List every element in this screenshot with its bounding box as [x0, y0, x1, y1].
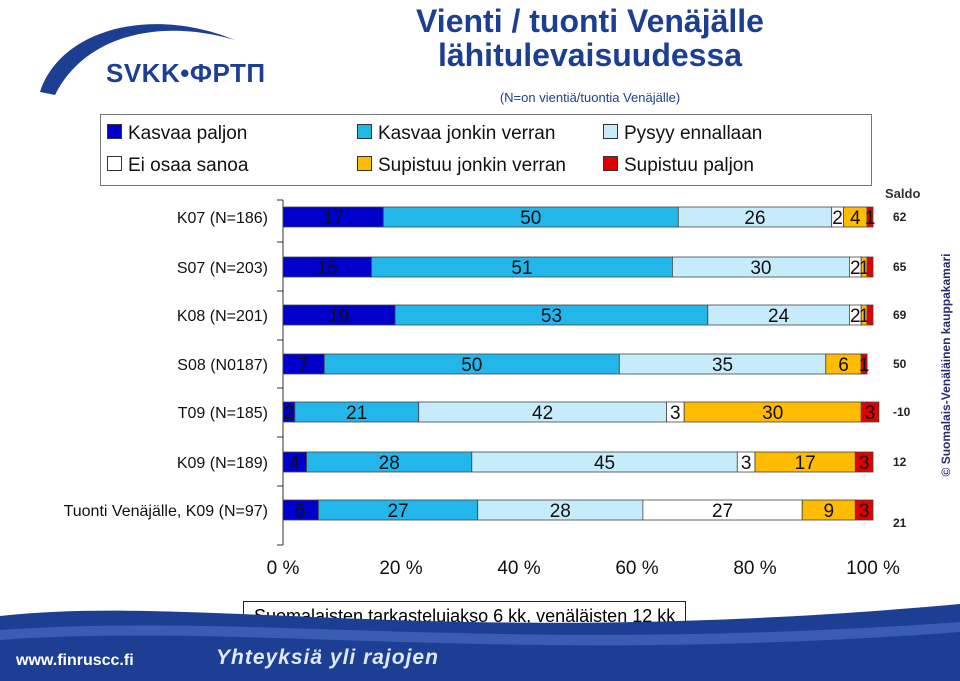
data-label: 51 — [511, 258, 532, 279]
bar-segment — [860, 401, 880, 423]
page-subtitle: (N=on vientiä/tuontia Venäjälle) — [499, 90, 681, 105]
data-label: 24 — [768, 306, 790, 327]
data-label: 15 — [317, 258, 338, 279]
data-label: 1 — [859, 355, 870, 376]
category-label: K07 (N=186) — [177, 210, 268, 227]
legend-item-kasvaa-jonkin-verran: Kasvaa jonkin verran — [357, 123, 555, 145]
legend-swatch — [357, 156, 372, 171]
bar-segment — [860, 353, 868, 375]
data-label: 30 — [750, 258, 771, 279]
data-label: 35 — [712, 355, 733, 376]
legend-label: Supistuu jonkin verran — [378, 155, 566, 176]
footer — [0, 600, 960, 681]
legend-swatch — [357, 124, 372, 139]
data-label: 6 — [838, 355, 849, 376]
legend-label: Kasvaa jonkin verran — [378, 123, 556, 144]
x-tick-label: 0 % — [267, 558, 300, 579]
x-tick-label: 20 % — [379, 558, 422, 579]
data-label: 28 — [550, 501, 571, 522]
copyright-text: © Suomalais-Venäläinen kauppakamari — [939, 253, 953, 477]
bar-segment — [854, 499, 874, 521]
category-label: S08 (N0187) — [177, 357, 268, 374]
x-tick-label: 60 % — [615, 558, 658, 579]
data-label: 2 — [850, 258, 861, 279]
data-label: 3 — [741, 453, 752, 474]
bar-segment — [866, 256, 874, 278]
data-label: 19 — [328, 306, 349, 327]
data-label: 4 — [290, 453, 301, 474]
saldo-value: 50 — [893, 357, 907, 371]
data-label: 7 — [298, 355, 309, 376]
category-label: S07 (N=203) — [177, 260, 268, 277]
legend-label: Ei osaa sanoa — [128, 155, 249, 176]
legend-item-ei-osaa-sanoa: Ei osaa sanoa — [107, 155, 248, 177]
logo-text: SVKK•ФРТП — [106, 58, 266, 88]
saldo-value: 65 — [893, 260, 907, 274]
data-label: 27 — [387, 501, 408, 522]
legend-item-supistuu-paljon: Supistuu paljon — [603, 155, 754, 177]
saldo-value: 69 — [893, 308, 907, 322]
data-label: 42 — [532, 403, 553, 424]
data-label: 3 — [859, 501, 870, 522]
legend-label: Kasvaa paljon — [128, 123, 248, 144]
data-label: 53 — [541, 306, 562, 327]
data-label: 28 — [379, 453, 400, 474]
data-label: 45 — [594, 453, 615, 474]
data-label: 3 — [670, 403, 681, 424]
data-label: 50 — [520, 208, 541, 229]
footer-slogan: Yhteyksiä yli rajojen — [216, 646, 439, 669]
title-line-2: lähitulevaisuudessa — [437, 37, 743, 73]
bar-segment — [866, 304, 874, 326]
legend-label: Pysyy ennallaan — [624, 123, 763, 144]
category-label: T09 (N=185) — [178, 405, 268, 422]
data-label: 3 — [859, 453, 870, 474]
data-label: 3 — [865, 403, 876, 424]
legend-item-supistuu-jonkin-verran: Supistuu jonkin verran — [357, 155, 566, 177]
data-label: 2 — [850, 306, 861, 327]
saldo-value: 21 — [893, 516, 907, 530]
data-label: 17 — [323, 208, 344, 229]
legend-swatch — [603, 124, 618, 139]
category-label: K08 (N=201) — [177, 308, 268, 325]
data-label: 50 — [461, 355, 482, 376]
legend-item-pysyy-ennallaan: Pysyy ennallaan — [603, 123, 762, 145]
bar-segment — [854, 451, 874, 473]
category-label: Tuonti Venäjälle, K09 (N=97) — [64, 503, 268, 520]
footer-url-link[interactable]: www.finruscc.fi — [16, 652, 134, 669]
x-tick-label: 40 % — [497, 558, 540, 579]
chart-legend: Kasvaa paljon Kasvaa jonkin verran Pysyy… — [100, 114, 872, 186]
data-label: 1 — [865, 208, 876, 229]
data-label: 30 — [762, 403, 783, 424]
data-label: 26 — [744, 208, 765, 229]
category-label: K09 (N=189) — [177, 455, 268, 472]
data-label: 4 — [850, 208, 861, 229]
logo-swoosh — [40, 24, 235, 95]
legend-label: Supistuu paljon — [624, 155, 754, 176]
saldo-value: 12 — [893, 455, 907, 469]
title-line-1: Vienti / tuonti Venäjälle — [416, 3, 764, 39]
saldo-value: 62 — [893, 210, 907, 224]
copyright-sidebar: © Suomalais-Venäläinen kauppakamari — [934, 250, 958, 480]
data-label: 2 — [284, 403, 295, 424]
footer-wave — [0, 604, 960, 681]
x-tick-label: 80 % — [733, 558, 776, 579]
data-label: 6 — [295, 501, 306, 522]
legend-swatch — [107, 124, 122, 139]
data-label: 17 — [795, 453, 816, 474]
page-title: Vienti / tuonti Venäjälle lähitulevaisuu… — [320, 4, 860, 72]
data-label: 1 — [859, 306, 870, 327]
legend-swatch — [107, 156, 122, 171]
data-label: 21 — [346, 403, 367, 424]
bar-segment — [866, 206, 874, 228]
data-label: 9 — [823, 501, 834, 522]
saldo-heading: Saldo — [885, 186, 921, 201]
data-label: 27 — [712, 501, 733, 522]
legend-item-kasvaa-paljon: Kasvaa paljon — [107, 123, 247, 145]
data-label: 2 — [832, 208, 843, 229]
x-tick-label: 100 % — [846, 558, 900, 579]
saldo-value: -10 — [893, 405, 911, 419]
legend-swatch — [603, 156, 618, 171]
data-label: 1 — [859, 258, 870, 279]
